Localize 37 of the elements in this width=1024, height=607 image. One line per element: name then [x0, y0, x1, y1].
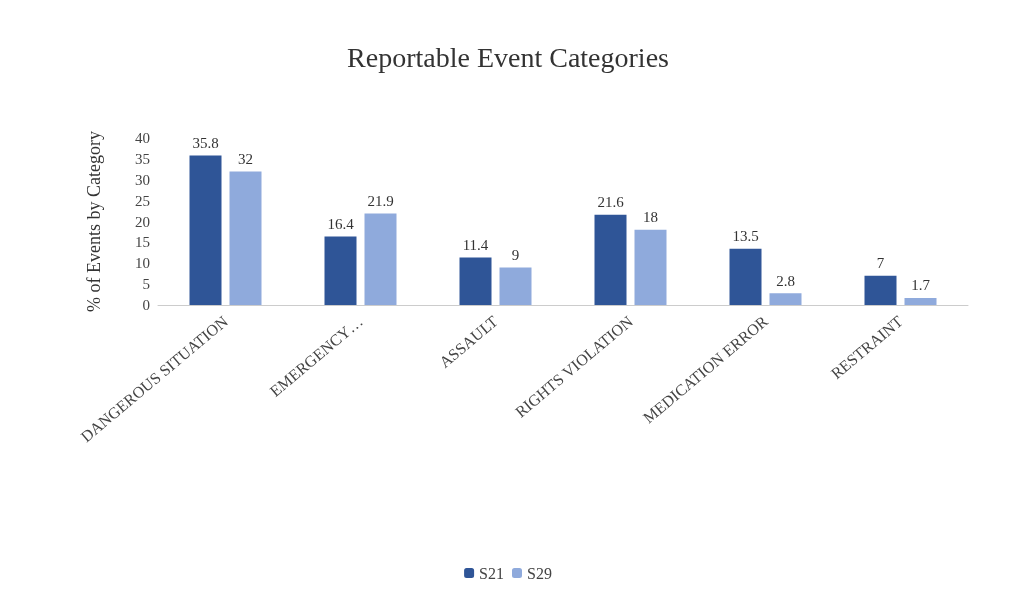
- bar: [769, 293, 802, 305]
- bar: [904, 297, 937, 305]
- legend-label: S29: [527, 564, 552, 582]
- bar: [729, 248, 762, 305]
- y-tick-label: 5: [142, 276, 150, 293]
- y-tick-label: 10: [135, 255, 150, 272]
- data-label: 32: [238, 150, 253, 167]
- bar: [324, 236, 357, 305]
- data-label: 2.8: [776, 272, 795, 289]
- y-tick-label: 40: [135, 130, 150, 146]
- y-tick-label: 30: [135, 171, 150, 188]
- bar: [499, 267, 532, 305]
- data-label: 1.7: [911, 277, 931, 294]
- data-label: 35.8: [192, 135, 219, 152]
- y-tick-label: 25: [135, 192, 150, 209]
- y-tick-label: 15: [135, 234, 150, 251]
- data-label: 21.9: [367, 193, 394, 210]
- y-tick-label: 0: [142, 297, 150, 313]
- data-label: 13.5: [732, 228, 759, 245]
- data-label: 7: [876, 255, 885, 272]
- bar: [634, 229, 667, 305]
- data-label: 21.6: [597, 194, 625, 211]
- y-tick-label: 20: [135, 213, 150, 230]
- data-label: 18: [643, 209, 658, 226]
- data-label: 16.4: [327, 216, 355, 233]
- bar: [189, 155, 222, 305]
- data-label: 11.4: [462, 236, 489, 253]
- y-axis-title: % of Events by Category: [84, 131, 104, 312]
- bar: [459, 257, 492, 305]
- chart-title: Reportable Event Categories: [347, 41, 669, 73]
- data-label: 9: [511, 246, 520, 263]
- bar: [864, 275, 897, 305]
- bar: [364, 213, 397, 305]
- y-tick-label: 35: [135, 150, 150, 167]
- legend-label: S21: [479, 564, 505, 582]
- bar: [229, 171, 262, 305]
- bar: [594, 214, 627, 305]
